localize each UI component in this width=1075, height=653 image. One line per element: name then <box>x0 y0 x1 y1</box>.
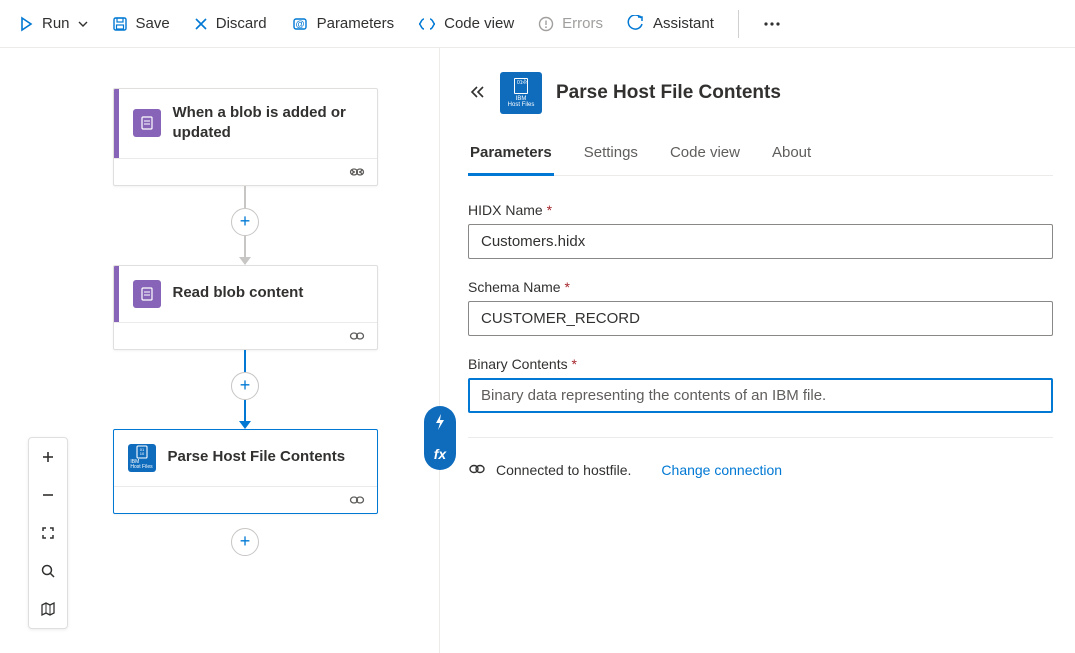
tab-settings[interactable]: Settings <box>582 136 640 176</box>
node-title: When a blob is added or updated <box>173 103 363 144</box>
details-panel: fx IBMHost Files Parse Host File Content… <box>440 48 1075 653</box>
zoom-toolbar <box>28 437 68 629</box>
add-step-button[interactable]: + <box>231 372 259 400</box>
connector-line <box>244 236 246 258</box>
zoom-in-button[interactable] <box>29 438 67 476</box>
chevron-down-icon <box>78 19 88 29</box>
save-icon <box>112 16 128 32</box>
link-icon <box>349 328 365 344</box>
fx-tool[interactable]: fx <box>424 438 456 470</box>
blob-icon <box>133 280 161 308</box>
node-title: Parse Host File Contents <box>168 447 346 467</box>
hostfile-icon: 0110 IBMHost Files <box>128 444 156 472</box>
connector-line <box>244 400 246 422</box>
run-label: Run <box>42 15 70 32</box>
add-step-button[interactable]: + <box>231 528 259 556</box>
panel-title: Parse Host File Contents <box>556 82 781 104</box>
discard-button[interactable]: Discard <box>194 15 267 32</box>
discard-label: Discard <box>216 15 267 32</box>
search-button[interactable] <box>29 552 67 590</box>
collapse-icon[interactable] <box>468 85 486 102</box>
divider <box>468 437 1053 438</box>
flow-node-trigger[interactable]: When a blob is added or updated <box>113 88 378 186</box>
link-icon <box>468 462 486 478</box>
parameters-label: Parameters <box>317 15 395 32</box>
more-icon <box>763 21 781 27</box>
more-button[interactable] <box>763 21 781 27</box>
blob-icon <box>133 109 161 137</box>
connector-line <box>244 350 246 372</box>
assistant-label: Assistant <box>653 15 714 32</box>
panel-tabs: Parameters Settings Code view About <box>468 136 1053 176</box>
schema-input[interactable] <box>468 301 1053 336</box>
designer-canvas[interactable]: When a blob is added or updated + <box>0 48 440 653</box>
hidx-input[interactable] <box>468 224 1053 259</box>
binary-label: Binary Contents * <box>468 356 1053 372</box>
flow-node-parse-hostfile[interactable]: 0110 IBMHost Files Parse Host File Conte… <box>113 429 378 514</box>
codeview-label: Code view <box>444 15 514 32</box>
assistant-button[interactable]: Assistant <box>627 15 714 33</box>
codeview-icon <box>418 16 436 32</box>
connection-status: Connected to hostfile. <box>496 462 631 478</box>
assistant-icon <box>627 15 645 33</box>
run-button[interactable]: Run <box>18 15 88 32</box>
change-connection-link[interactable]: Change connection <box>661 462 782 478</box>
link-icon <box>349 492 365 508</box>
discard-icon <box>194 17 208 31</box>
run-icon <box>18 16 34 32</box>
tab-codeview[interactable]: Code view <box>668 136 742 176</box>
connector-line <box>244 186 246 208</box>
node-title: Read blob content <box>173 283 304 303</box>
parameters-button[interactable]: @ Parameters <box>291 15 395 33</box>
errors-button[interactable]: Errors <box>538 15 603 32</box>
connector-arrow <box>239 257 251 265</box>
save-button[interactable]: Save <box>112 15 170 32</box>
link-icon <box>349 164 365 180</box>
tab-parameters[interactable]: Parameters <box>468 136 554 176</box>
svg-text:10: 10 <box>139 451 144 456</box>
lightning-tool[interactable] <box>424 406 456 438</box>
svg-text:@: @ <box>295 19 304 29</box>
hidx-label: HIDX Name * <box>468 202 1053 218</box>
toolbar-separator <box>738 10 739 38</box>
zoom-out-button[interactable] <box>29 476 67 514</box>
hostfile-badge: IBMHost Files <box>500 72 542 114</box>
schema-label: Schema Name * <box>468 279 1053 295</box>
fit-button[interactable] <box>29 514 67 552</box>
errors-icon <box>538 16 554 32</box>
flow-node-read-blob[interactable]: Read blob content <box>113 265 378 350</box>
binary-input[interactable] <box>468 378 1053 413</box>
save-label: Save <box>136 15 170 32</box>
add-step-button[interactable]: + <box>231 208 259 236</box>
minimap-button[interactable] <box>29 590 67 628</box>
connector-arrow <box>239 421 251 429</box>
parameters-icon: @ <box>291 15 309 33</box>
errors-label: Errors <box>562 15 603 32</box>
codeview-button[interactable]: Code view <box>418 15 514 32</box>
tab-about[interactable]: About <box>770 136 813 176</box>
